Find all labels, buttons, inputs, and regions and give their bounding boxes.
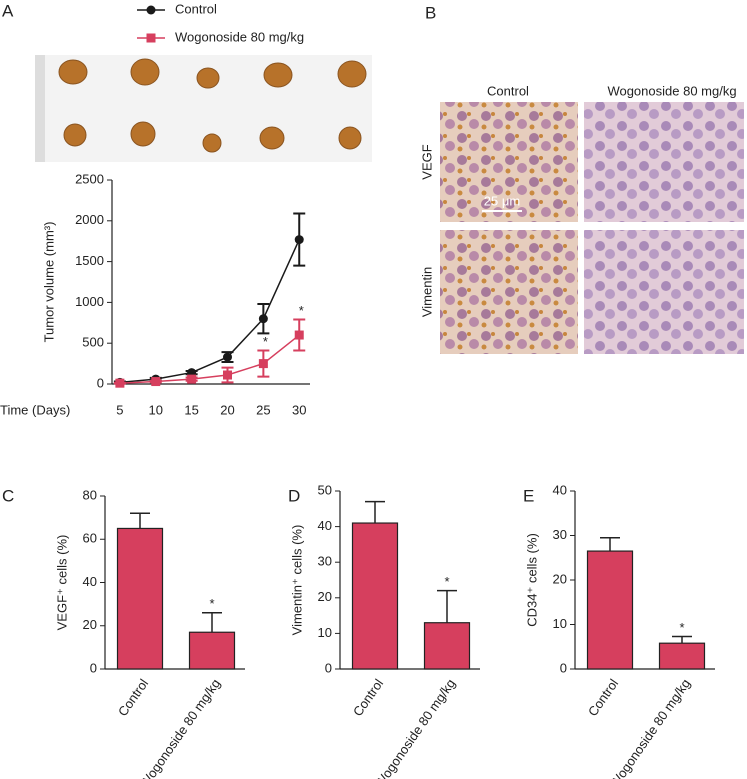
panel-label: D: [288, 486, 300, 505]
x-tick-label: 25: [256, 402, 270, 417]
series-line: [119, 334, 300, 384]
annotation: *: [679, 620, 684, 635]
micrograph: [584, 230, 744, 354]
marker: [258, 314, 268, 324]
error-bar: [437, 589, 457, 623]
micrograph: [440, 102, 578, 222]
column-header: Wogonoside 80 mg/kg: [607, 83, 736, 98]
marker: [294, 235, 304, 245]
x-tick-label: Wogonoside 80 mg/kg: [137, 676, 223, 779]
y-tick-label: 40: [553, 482, 567, 497]
legend-marker: [146, 33, 156, 43]
marker: [115, 378, 125, 388]
marker: [294, 330, 304, 340]
error-bar: [672, 635, 692, 644]
annotation: *: [299, 303, 304, 318]
y-tick-label: 2500: [75, 171, 104, 186]
bar: [188, 631, 236, 670]
x-tick-label: Control: [350, 676, 386, 719]
bar: [586, 550, 634, 670]
error-bar: [365, 500, 385, 524]
x-axis-label: Time (Days): [0, 402, 70, 417]
bar: [423, 622, 471, 670]
y-tick-label: 30: [553, 527, 567, 542]
panel-label: E: [523, 486, 534, 505]
y-tick-label: 80: [83, 487, 97, 502]
y-tick-label: 40: [318, 518, 332, 533]
panel-label: A: [2, 1, 14, 20]
y-tick-label: 40: [83, 574, 97, 589]
y-axis-label: Vimentin⁺ cells (%): [289, 525, 304, 636]
y-tick-label: 2000: [75, 212, 104, 227]
y-tick-label: 60: [83, 531, 97, 546]
column-header: Control: [487, 83, 529, 98]
marker: [223, 352, 232, 362]
y-tick-label: 20: [553, 571, 567, 586]
x-tick-label: 20: [220, 402, 234, 417]
marker: [258, 359, 268, 369]
legend-marker: [146, 5, 156, 15]
legend-label: Wogonoside 80 mg/kg: [175, 29, 304, 44]
micrograph: [440, 230, 578, 354]
x-tick-label: 10: [149, 402, 163, 417]
x-tick-label: Control: [585, 676, 621, 719]
tumor-photo: [35, 55, 372, 162]
legend-label: Control: [175, 1, 217, 16]
x-tick-label: Wogonoside 80 mg/kg: [607, 676, 693, 779]
y-axis-label: VEGF⁺ cells (%): [54, 535, 69, 631]
micrograph: [584, 102, 744, 222]
panel-label: B: [425, 3, 436, 22]
x-tick-label: Control: [115, 676, 151, 719]
annotation: *: [444, 574, 449, 589]
scale-bar-label: 25 μm: [484, 193, 520, 208]
marker: [223, 370, 232, 380]
y-tick-label: 0: [90, 660, 97, 675]
y-tick-label: 1500: [75, 253, 104, 268]
annotation: *: [209, 596, 214, 611]
marker: [187, 374, 197, 384]
y-tick-label: 10: [318, 625, 332, 640]
y-tick-label: 0: [97, 375, 104, 390]
y-tick-label: 30: [318, 554, 332, 569]
x-tick-label: 5: [116, 402, 123, 417]
error-bar: [130, 512, 150, 529]
y-tick-label: 20: [318, 589, 332, 604]
bar: [658, 642, 706, 670]
bar: [351, 522, 399, 670]
y-axis-label: CD34⁺ cells (%): [524, 533, 539, 627]
y-tick-label: 20: [83, 617, 97, 632]
row-header: VEGF: [419, 144, 434, 179]
y-tick-label: 0: [560, 660, 567, 675]
y-tick-label: 50: [318, 482, 332, 497]
y-axis-label: Tumor volume (mm³): [41, 222, 56, 343]
series-line: [119, 239, 300, 384]
y-tick-label: 500: [82, 335, 104, 350]
marker: [151, 377, 161, 387]
y-tick-label: 10: [553, 616, 567, 631]
x-tick-label: 15: [184, 402, 198, 417]
y-tick-label: 0: [325, 660, 332, 675]
y-tick-label: 1000: [75, 294, 104, 309]
row-header: Vimentin: [419, 267, 434, 317]
x-tick-label: 30: [292, 402, 306, 417]
bar: [116, 527, 164, 670]
error-bar: [202, 612, 222, 633]
error-bar: [600, 536, 620, 552]
x-tick-label: Wogonoside 80 mg/kg: [372, 676, 458, 779]
annotation: *: [263, 334, 268, 349]
panel-label: C: [2, 486, 14, 505]
